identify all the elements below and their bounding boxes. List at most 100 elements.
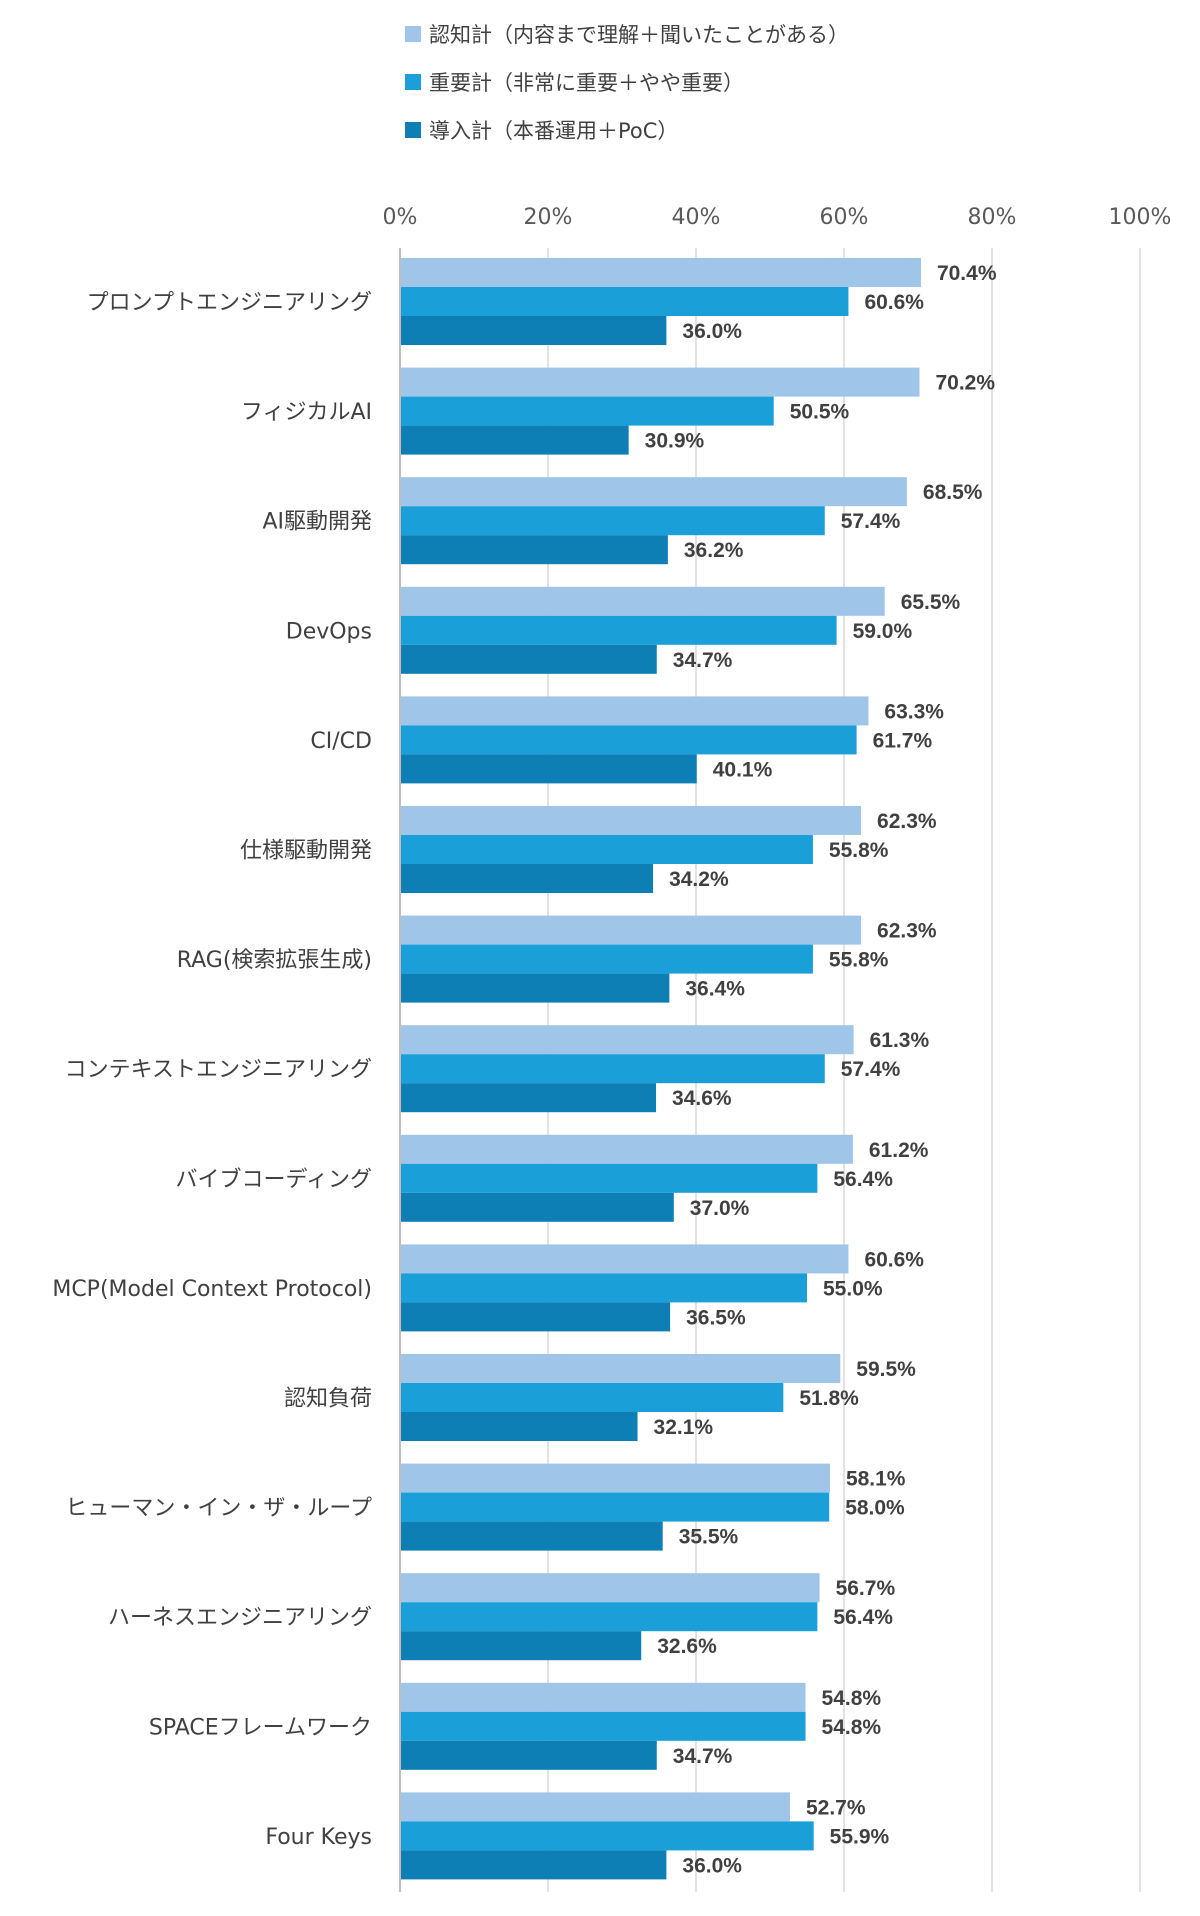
bar [400,477,907,507]
value-label: 60.6% [864,1248,924,1271]
bar [400,973,670,1003]
bar [400,1682,806,1712]
bar [400,1134,853,1164]
value-label: 34.6% [672,1087,732,1110]
value-label: 34.7% [673,649,733,672]
value-label: 56.7% [836,1577,896,1600]
bar [400,754,697,784]
bar [400,367,920,397]
bar [400,258,921,287]
value-label: 59.0% [853,620,913,643]
value-label: 55.9% [830,1825,890,1848]
bar [400,1711,806,1741]
value-label: 52.7% [806,1796,866,1819]
category-label: MCP(Model Context Protocol) [52,1277,372,1302]
category-label: バイブコーディング [176,1167,372,1192]
value-label: 37.0% [690,1197,750,1220]
value-label: 58.1% [846,1468,906,1491]
value-label: 34.7% [673,1745,733,1768]
category-label: ヒューマン・イン・ザ・ループ [65,1496,372,1521]
category-label: RAG(検索拡張生成) [177,948,372,973]
bar [400,806,862,835]
category-label: 認知負荷 [284,1387,372,1412]
x-tick-label: 60% [820,205,869,230]
category-label: フィジカルAI [241,400,372,425]
value-label: 54.8% [822,1687,882,1710]
value-label: 59.5% [856,1358,916,1381]
category-label: ハーネスエンジニアリング [108,1606,372,1631]
value-label: 51.8% [799,1387,859,1410]
bar [400,1521,663,1551]
bar [400,1163,818,1193]
bar [400,1244,849,1274]
bar [400,944,813,974]
bar [400,725,857,755]
value-label: 55.0% [823,1277,883,1300]
value-label: 61.7% [873,729,933,752]
bar [400,1573,820,1603]
legend-swatch-adoption [405,122,421,138]
value-label: 54.8% [822,1716,882,1739]
bar [400,287,849,316]
legend: 認知計（内容まで理解＋聞いたことがある） 重要計（非常に重要＋やや重要） 導入計… [405,10,849,154]
category-label: AI駆動開発 [262,510,372,535]
bar [400,864,654,893]
value-label: 36.0% [682,320,742,343]
legend-label-adoption: 導入計（本番運用＋PoC） [429,119,679,143]
legend-label-awareness: 認知計（内容まで理解＋聞いたことがある） [429,23,849,47]
bar [400,396,774,426]
value-label: 57.4% [841,1058,901,1081]
value-label: 61.3% [870,1029,930,1052]
bar [400,1025,854,1055]
bar [400,615,837,645]
value-label: 62.3% [877,810,937,833]
value-label: 36.4% [685,978,745,1001]
value-label: 55.8% [829,839,889,862]
value-label: 36.5% [686,1306,746,1329]
value-label: 60.6% [864,291,924,314]
x-tick-label: 0% [383,205,418,230]
bar [400,1083,657,1113]
value-label: 50.5% [790,401,850,424]
bar [400,425,629,455]
bar [400,1302,671,1332]
value-label: 63.3% [884,700,944,723]
legend-label-importance: 重要計（非常に重要＋やや重要） [429,71,744,95]
bar [400,915,862,945]
bar [400,1740,657,1770]
value-label: 58.0% [845,1497,905,1520]
bar [400,1354,841,1383]
x-tick-label: 40% [672,205,721,230]
category-label: Four Keys [265,1825,372,1850]
x-tick-label: 20% [524,205,573,230]
category-label: コンテキストエンジニアリング [65,1058,372,1083]
category-label: DevOps [286,619,372,644]
value-label: 61.2% [869,1139,929,1162]
x-tick-label: 100% [1109,205,1172,230]
bar [400,535,668,565]
value-label: 36.2% [684,539,744,562]
legend-item-adoption: 導入計（本番運用＋PoC） [405,106,849,154]
bar [400,1273,807,1303]
bar [400,1492,830,1522]
value-label: 56.4% [833,1168,893,1191]
value-label: 62.3% [877,920,937,943]
value-label: 56.4% [833,1606,893,1629]
bar [400,1463,830,1493]
bar [400,316,667,345]
bar [400,1850,667,1880]
category-label: 仕様駆動開発 [240,839,372,864]
category-label: SPACEフレームワーク [149,1715,372,1740]
bar [400,1192,674,1222]
bar [400,1412,638,1441]
category-label: CI/CD [310,729,372,754]
value-label: 34.2% [669,868,729,891]
value-label: 70.4% [937,262,997,285]
bar [400,1631,642,1661]
legend-swatch-awareness [405,26,421,42]
bar [400,1602,818,1632]
bar [400,1792,790,1822]
value-label: 32.1% [654,1416,714,1439]
bar [400,1821,814,1851]
